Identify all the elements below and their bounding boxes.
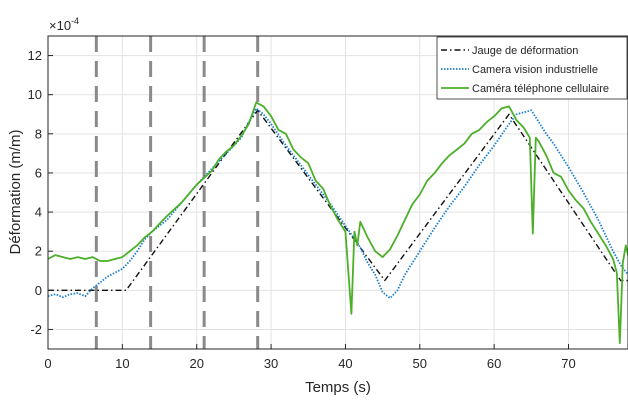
y-tick-label-5: 8	[35, 126, 42, 141]
y-tick-label-2: 2	[35, 244, 42, 259]
x-axis-ticks: 0 10 20 30 40 50 60 70	[44, 344, 576, 371]
y-axis-label: Déformation (m/m)	[7, 129, 24, 254]
series-line-1	[47, 107, 628, 300]
legend: Jauge de déformation Camera vision indust…	[436, 36, 628, 100]
x-tick-label-3: 30	[264, 356, 278, 371]
y-exponent-label: ×10-4	[49, 16, 79, 33]
y-tick-label-7: 12	[28, 48, 42, 63]
x-tick-label-4: 40	[338, 356, 352, 371]
series-line-0	[48, 109, 628, 291]
vertical-markers	[94, 36, 260, 349]
y-axis-ticks: -2 0 2 4 6 8 10 12	[28, 48, 53, 337]
x-axis-label: Temps (s)	[305, 379, 371, 396]
y-tick-label-0: -2	[30, 322, 42, 337]
legend-label-1: Camera vision industrielle	[472, 64, 598, 76]
legend-label-0: Jauge de déformation	[472, 45, 578, 57]
y-tick-label-1: 0	[35, 283, 42, 298]
series-line-2	[47, 101, 628, 345]
plot-frame	[47, 35, 628, 350]
y-tick-label-6: 10	[28, 87, 42, 102]
legend-label-2: Caméra téléphone cellulaire	[472, 83, 609, 95]
y-tick-label-4: 6	[35, 165, 42, 180]
x-tick-label-0: 0	[44, 356, 51, 371]
x-tick-label-1: 10	[115, 356, 129, 371]
series-lines	[47, 101, 628, 345]
y-tick-label-3: 4	[35, 205, 42, 220]
x-tick-label-7: 70	[561, 356, 575, 371]
x-tick-label-5: 50	[413, 356, 427, 371]
x-tick-label-2: 20	[189, 356, 203, 371]
x-tick-label-6: 60	[487, 356, 501, 371]
